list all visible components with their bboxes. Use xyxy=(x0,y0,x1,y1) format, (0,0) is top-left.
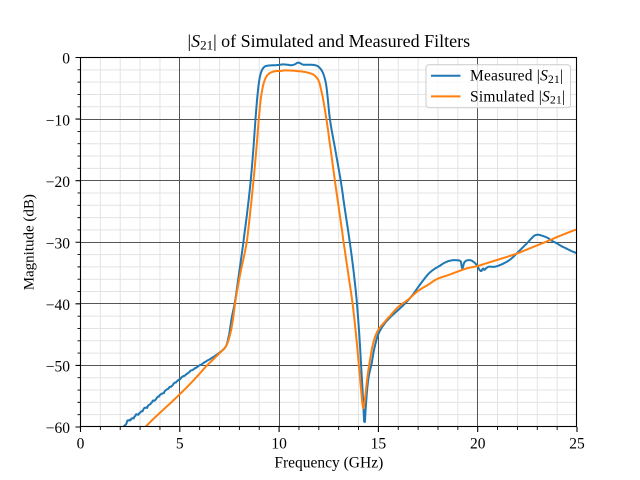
svg-text:Measured |S21|: Measured |S21| xyxy=(470,68,563,86)
svg-text:Simulated |S21|: Simulated |S21| xyxy=(470,88,565,106)
svg-text:10: 10 xyxy=(271,436,287,453)
svg-text:20: 20 xyxy=(470,436,486,453)
svg-text:Magnitude (dB): Magnitude (dB) xyxy=(22,194,38,290)
svg-text:−50: −50 xyxy=(46,359,70,376)
svg-text:−10: −10 xyxy=(46,112,70,129)
svg-text:0: 0 xyxy=(77,436,85,453)
svg-text:15: 15 xyxy=(371,436,387,453)
svg-text:−40: −40 xyxy=(46,297,70,314)
svg-text:5: 5 xyxy=(176,436,184,453)
svg-text:−30: −30 xyxy=(46,235,70,252)
svg-text:25: 25 xyxy=(569,436,585,453)
svg-text:0: 0 xyxy=(62,51,70,68)
svg-text:Frequency (GHz): Frequency (GHz) xyxy=(274,455,383,472)
svg-text:−60: −60 xyxy=(46,420,70,437)
svg-text:−20: −20 xyxy=(46,174,70,191)
svg-text:|S21| of Simulated and Measure: |S21| of Simulated and Measured Filters xyxy=(187,31,470,53)
